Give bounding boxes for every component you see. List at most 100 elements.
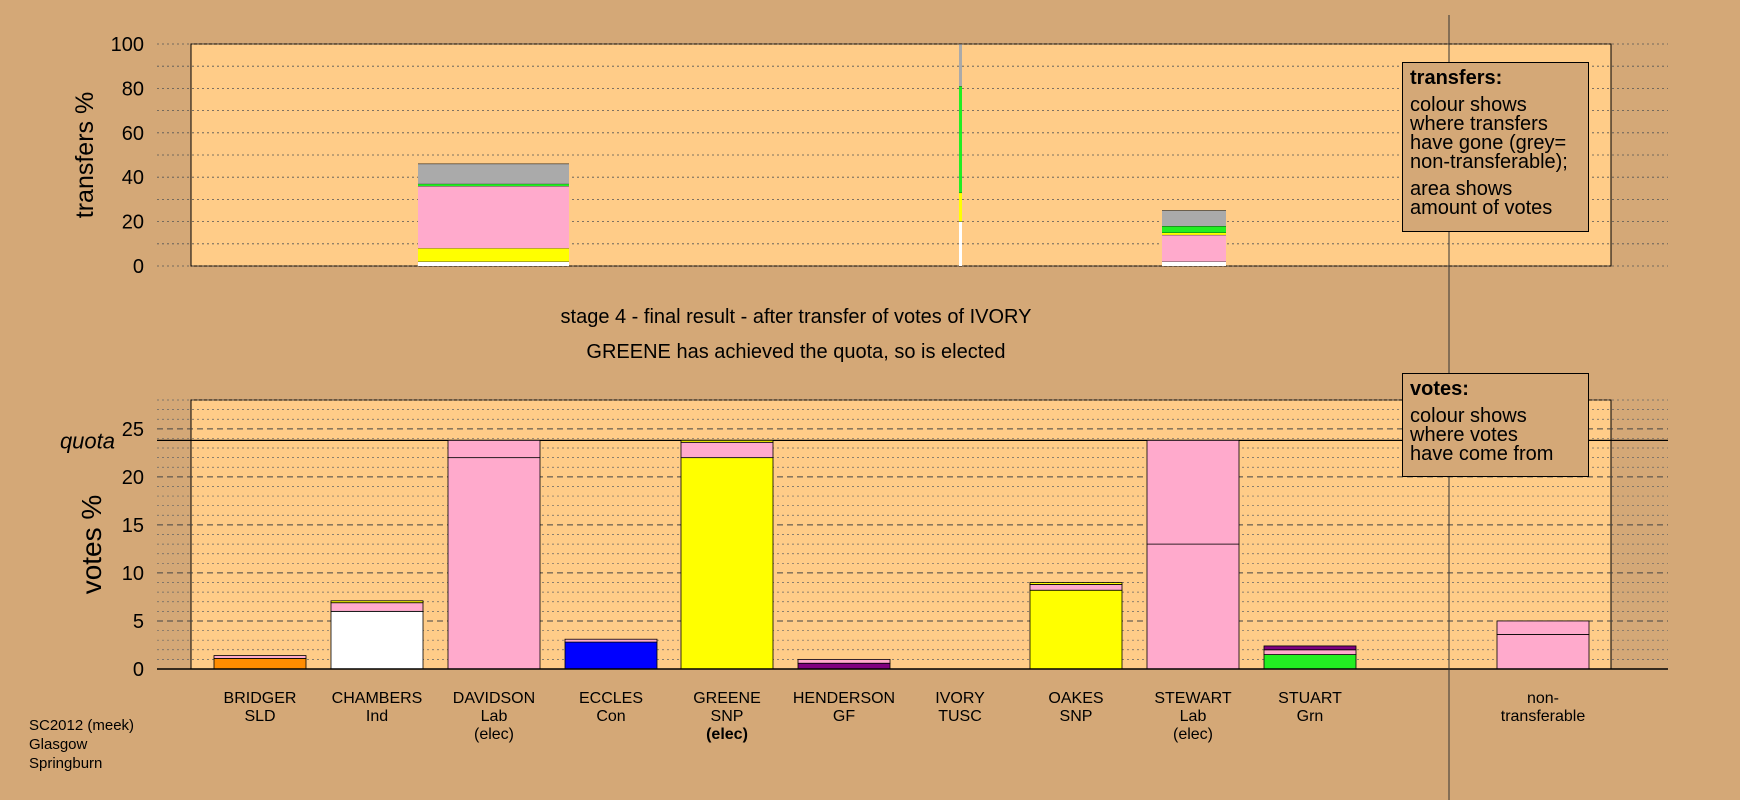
- candidate-label: Ind: [366, 708, 388, 725]
- vote-segment: [1146, 543, 1240, 670]
- transfer-segment: [1162, 234, 1226, 262]
- transfer-segment: [1162, 210, 1226, 227]
- transfer-segment: [959, 44, 962, 87]
- vote-segment: [680, 439, 774, 443]
- candidate-label: TUSC: [938, 708, 982, 725]
- vote-segment: [797, 662, 891, 670]
- result-caption: GREENE has achieved the quota, so is ele…: [586, 341, 1006, 363]
- transfers-y-tick-label: 40: [122, 167, 144, 189]
- vote-segment: [1496, 634, 1590, 670]
- source-note: SC2012 (meek) Glasgow Springburn: [29, 716, 134, 773]
- transfers-y-tick-label: 80: [122, 78, 144, 100]
- vote-segment: [1263, 649, 1357, 655]
- votes-y-tick-label: 20: [122, 467, 144, 489]
- quota-label: quota: [60, 428, 115, 453]
- transfers-legend-line: area shows: [1410, 178, 1513, 200]
- vote-segment: [1029, 589, 1123, 670]
- transfer-segment: [418, 186, 569, 249]
- vote-segment: [680, 441, 774, 459]
- vote-segment: [1496, 620, 1590, 635]
- candidate-label: (elec): [1173, 726, 1213, 743]
- transfers-legend-line: colour shows: [1410, 94, 1527, 116]
- vote-segment: [1263, 645, 1357, 651]
- candidate-label: (elec): [706, 726, 748, 743]
- vote-segment: [330, 602, 424, 612]
- candidate-label: Lab: [1180, 708, 1207, 725]
- transfers-y-axis-label: transfers %: [71, 92, 99, 218]
- votes-legend-title: votes:: [1410, 378, 1469, 400]
- transfers-y-tick-label: 20: [122, 212, 144, 234]
- transfers-legend-line: have gone (grey=: [1410, 132, 1567, 154]
- candidate-label: STUART: [1278, 690, 1342, 707]
- vote-segment: [447, 439, 541, 459]
- candidate-label: STEWART: [1154, 690, 1232, 707]
- candidate-label: OAKES: [1048, 690, 1103, 707]
- vote-segment: [680, 457, 774, 670]
- transfer-segment: [418, 248, 569, 262]
- vote-segment: [213, 655, 307, 659]
- candidate-label: Con: [596, 708, 625, 725]
- candidate-label: SNP: [1060, 708, 1093, 725]
- candidate-label: Grn: [1297, 708, 1324, 725]
- votes-y-tick-label: 5: [133, 611, 144, 633]
- vote-segment: [797, 658, 891, 664]
- vote-segment: [1029, 584, 1123, 591]
- transfers-y-tick-label: 0: [133, 256, 144, 278]
- source-line: Glasgow: [29, 736, 88, 753]
- source-line: Springburn: [29, 755, 103, 772]
- transfers-legend: transfers: colour shows where transfers …: [1402, 62, 1589, 232]
- transfer-segment: [418, 261, 569, 266]
- transfer-segment: [1162, 261, 1226, 266]
- transfers-legend-line: amount of votes: [1410, 197, 1553, 219]
- transfer-segment: [418, 163, 569, 184]
- votes-legend-line: have come from: [1410, 443, 1554, 465]
- candidate-label: BRIDGER: [224, 690, 297, 707]
- candidate-label: CHAMBERS: [332, 690, 423, 707]
- candidate-label: IVORY: [935, 690, 985, 707]
- votes-y-tick-label: 25: [122, 419, 144, 441]
- votes-legend: votes: colour shows where votes have com…: [1402, 373, 1589, 477]
- votes-legend-line: where votes: [1410, 424, 1518, 446]
- votes-y-tick-label: 0: [133, 659, 144, 681]
- transfer-segment: [1162, 226, 1226, 233]
- transfer-segment: [959, 192, 962, 222]
- transfers-chart: 0 20 40 60 80 100 transfers %: [71, 34, 1668, 278]
- candidate-label: transferable: [1501, 708, 1586, 725]
- transfer-segment: [418, 183, 569, 187]
- candidate-label: GREENE: [693, 690, 761, 707]
- vote-segment: [330, 610, 424, 670]
- candidate-label: HENDERSON: [793, 690, 895, 707]
- votes-y-tick-label: 10: [122, 563, 144, 585]
- transfers-y-tick-label: 60: [122, 123, 144, 145]
- vote-segment: [330, 600, 424, 604]
- transfer-segment: [959, 221, 962, 266]
- vote-segment: [564, 638, 658, 643]
- vote-segment: [1263, 654, 1357, 670]
- transfer-segment: [1162, 232, 1226, 235]
- votes-y-tick-label: 15: [122, 515, 144, 537]
- vote-segment: [1029, 582, 1123, 585]
- transfers-legend-line: where transfers: [1410, 113, 1548, 135]
- candidate-label: (elec): [474, 726, 514, 743]
- transfers-legend-line: non-transferable);: [1410, 151, 1568, 173]
- vote-segment: [213, 658, 307, 670]
- stage-caption: stage 4 - final result - after transfer …: [560, 306, 1032, 328]
- source-line: SC2012 (meek): [29, 717, 135, 734]
- candidate-label: ECCLES: [579, 690, 643, 707]
- candidate-label: non-: [1527, 690, 1559, 707]
- vote-segment: [447, 457, 541, 670]
- candidate-label: SNP: [711, 708, 744, 725]
- transfer-segment: [959, 86, 962, 193]
- transfers-legend-title: transfers:: [1410, 67, 1503, 89]
- transfers-y-tick-label: 100: [111, 34, 144, 56]
- votes-legend-line: colour shows: [1410, 405, 1527, 427]
- votes-y-axis-label: votes %: [76, 495, 107, 595]
- candidate-label: SLD: [244, 708, 275, 725]
- candidate-label: GF: [833, 708, 855, 725]
- vote-segment: [1146, 439, 1240, 545]
- vote-segment: [564, 641, 658, 670]
- candidate-label: Lab: [481, 708, 508, 725]
